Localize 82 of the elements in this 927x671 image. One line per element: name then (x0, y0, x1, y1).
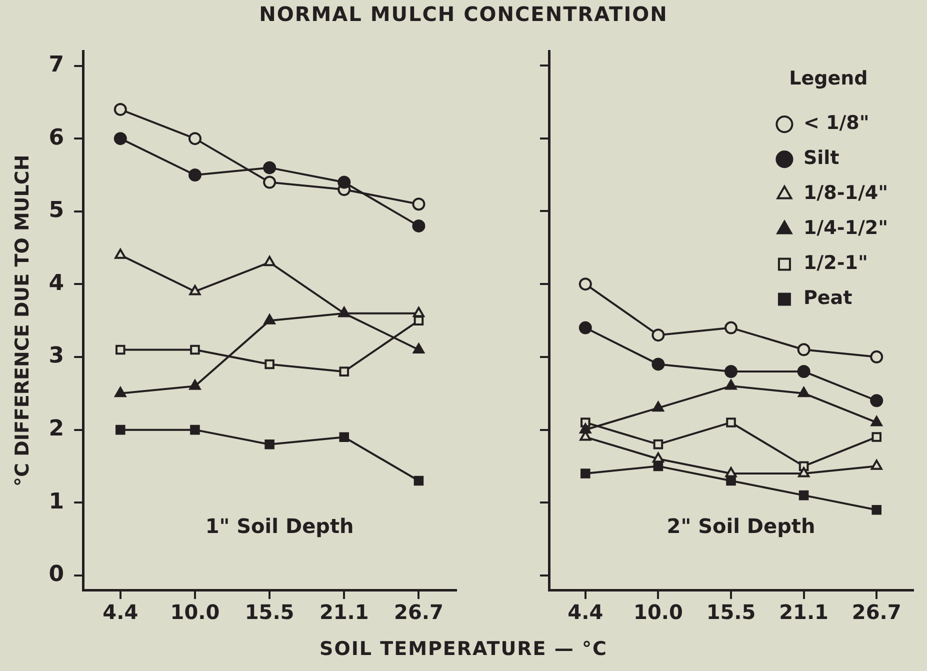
point (798, 490, 809, 500)
point (190, 424, 200, 435)
legend-label: 1/4-1/2" (803, 217, 888, 240)
point (264, 439, 274, 450)
point (578, 278, 592, 291)
point (338, 176, 351, 189)
legend-label: < 1/8" (803, 112, 870, 134)
point (116, 344, 126, 355)
x-tick-label: 4.4 (568, 600, 604, 624)
x-tick-label: 26.7 (852, 600, 902, 624)
point (412, 306, 424, 318)
point (580, 468, 590, 478)
x-tick-label: 10.0 (634, 600, 683, 624)
point (725, 380, 737, 390)
point (189, 284, 201, 296)
chart-title: NORMAL MULCH CONCENTRATION (258, 1, 669, 28)
point (652, 328, 665, 342)
point (797, 343, 810, 356)
point (724, 364, 738, 378)
point (339, 432, 350, 442)
point (190, 344, 200, 355)
y-tick-label: 0 (48, 562, 64, 588)
legend-label: Silt (803, 147, 840, 170)
annotation: 1" Soil Depth (205, 514, 354, 538)
y-tick-label: 6 (48, 125, 64, 150)
point (797, 364, 810, 378)
point (412, 343, 424, 354)
point (412, 198, 426, 211)
x-tick-label: 15.5 (706, 600, 756, 624)
point (870, 460, 882, 470)
y-tick-label: 2 (48, 416, 64, 442)
y-tick-label: 4 (48, 270, 64, 296)
point (870, 394, 884, 408)
point (870, 416, 882, 426)
point (263, 176, 276, 189)
x-tick-label: 4.4 (102, 600, 138, 624)
point (414, 476, 424, 486)
point (264, 359, 274, 370)
point (114, 132, 127, 146)
point (652, 401, 664, 412)
point (264, 314, 276, 324)
point (114, 248, 126, 259)
point (870, 350, 884, 364)
point (726, 418, 736, 428)
annotation: 2" Soil Depth (666, 514, 816, 538)
point (798, 466, 810, 478)
point (188, 168, 202, 182)
y-tick-label: 1 (48, 489, 64, 514)
y-tick-label: 5 (48, 198, 64, 224)
point (578, 321, 592, 334)
point (412, 219, 426, 232)
point (580, 423, 592, 434)
x-tick-label: 21.1 (319, 600, 369, 624)
y-axis-title: °C DIFFERENCE DUE TO MULCH (11, 154, 34, 486)
legend-label: Peat (803, 287, 852, 310)
legend-title: Legend (789, 67, 868, 90)
point (189, 380, 201, 390)
point (653, 461, 664, 472)
point (872, 504, 882, 515)
point (339, 366, 350, 376)
point (116, 424, 126, 435)
point (652, 358, 665, 371)
point (872, 432, 882, 442)
x-tick-label: 21.1 (779, 600, 828, 624)
x-tick-label: 26.7 (394, 600, 444, 624)
point (652, 452, 664, 463)
point (188, 132, 202, 146)
legend-label: 1/2-1" (803, 252, 868, 274)
point (798, 386, 810, 398)
point (726, 476, 736, 486)
point (264, 256, 276, 266)
point (114, 386, 126, 398)
x-tick-label: 10.0 (170, 600, 220, 624)
point (263, 161, 276, 174)
x-tick-label: 15.5 (244, 600, 294, 624)
y-tick-label: 7 (48, 52, 64, 78)
y-tick-label: 3 (48, 344, 64, 369)
legend-label: 1/8-1/4" (803, 182, 888, 204)
point (724, 321, 738, 334)
point (114, 102, 127, 116)
point (653, 439, 664, 450)
x-axis-title: SOIL TEMPERATURE — °C (318, 637, 608, 662)
